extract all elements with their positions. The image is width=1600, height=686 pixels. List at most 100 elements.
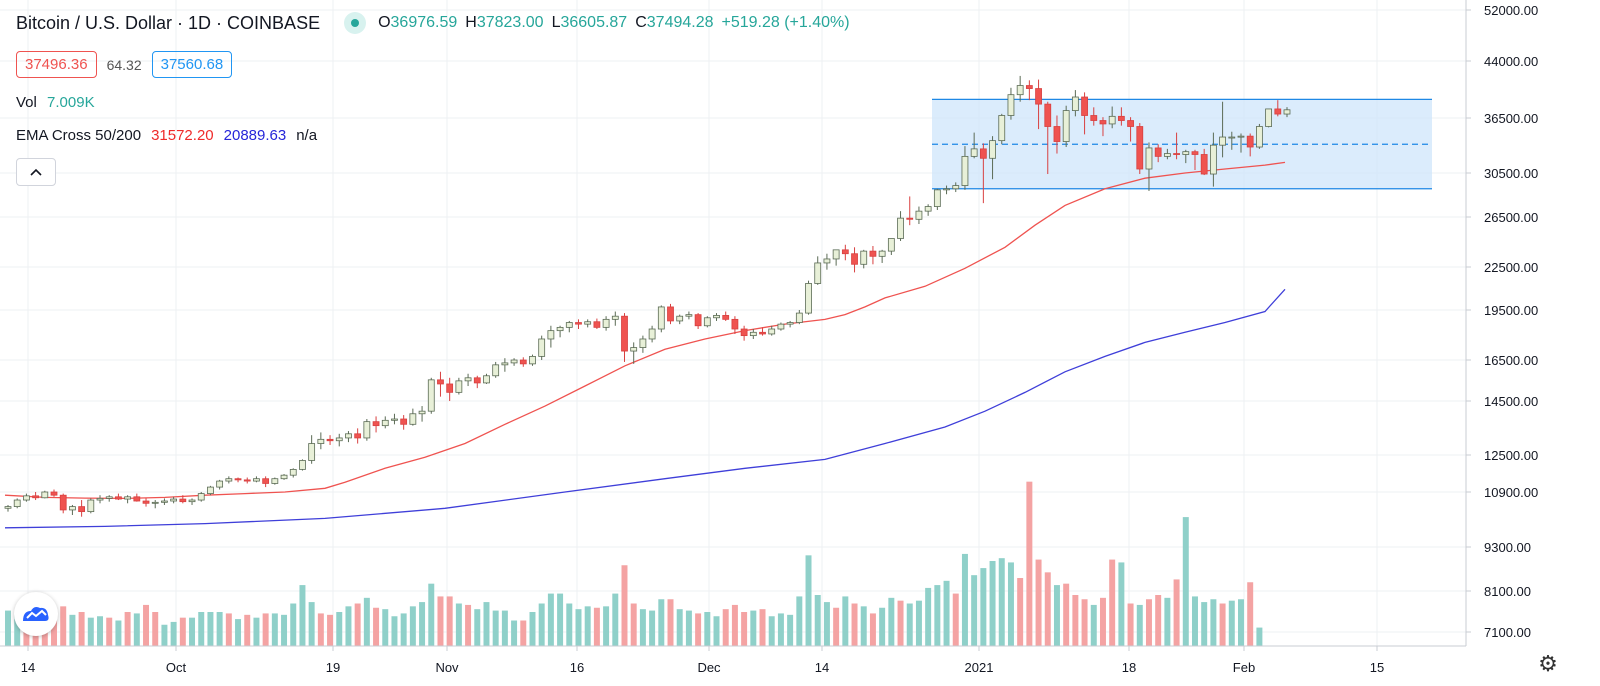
candle — [446, 377, 454, 401]
candle — [676, 314, 684, 325]
candle-body — [133, 496, 141, 502]
ema-lines — [4, 161, 1286, 529]
candle — [372, 416, 380, 433]
volume-bar — [455, 603, 462, 646]
candle-body — [243, 479, 251, 482]
candle — [713, 313, 720, 321]
candle — [161, 498, 168, 505]
candle — [151, 500, 159, 509]
volume-bar — [1173, 579, 1180, 646]
candle-body — [1209, 144, 1217, 175]
candle-body — [1127, 120, 1134, 127]
candle — [464, 373, 472, 387]
sell-price-button[interactable]: 37496.36 — [16, 51, 97, 78]
candle-body — [87, 499, 95, 513]
candle-body — [280, 474, 288, 480]
candle — [1163, 148, 1171, 160]
candle — [823, 253, 831, 270]
candle — [483, 373, 490, 384]
volume-bar — [1228, 600, 1235, 646]
spread-value: 64.32 — [106, 56, 142, 73]
buy-price-button[interactable]: 37560.68 — [151, 51, 233, 78]
candle-body — [685, 314, 693, 317]
candle — [1219, 101, 1226, 158]
volume-bar — [741, 612, 748, 646]
time-tick-label: Oct — [166, 660, 187, 675]
candle — [1035, 79, 1042, 130]
volume-bar — [1201, 602, 1208, 646]
volume-bar — [235, 619, 242, 646]
candle-body — [115, 496, 122, 500]
volume-value: 7.009K — [47, 94, 95, 111]
candle-body — [492, 364, 500, 377]
volume-bar — [1182, 517, 1189, 646]
candle — [998, 113, 1006, 145]
candle-body — [142, 500, 150, 504]
tradingview-logo-icon[interactable] — [14, 592, 58, 636]
volume-bar — [676, 609, 683, 646]
candle-body — [805, 283, 812, 314]
candle-body — [832, 249, 840, 260]
candle — [381, 416, 389, 429]
volume-bar — [428, 583, 435, 646]
volume-bar — [1256, 627, 1263, 646]
ema-legend[interactable]: EMA Cross 50/200 31572.20 20889.63 n/a — [16, 127, 317, 144]
candle-body — [262, 478, 270, 484]
time-tick-label: Dec — [697, 660, 721, 675]
volume-bar — [897, 600, 904, 646]
symbol-title[interactable]: Bitcoin / U.S. Dollar · 1D · COINBASE — [16, 12, 321, 33]
candle — [1007, 87, 1015, 120]
candle-body — [565, 322, 573, 328]
volume-bar — [639, 609, 646, 646]
candle — [78, 500, 86, 517]
candle — [1053, 115, 1061, 154]
candle-body — [483, 375, 490, 384]
candle-body — [253, 478, 260, 482]
volume-bar — [860, 606, 867, 646]
collapse-legend-button[interactable] — [16, 158, 56, 186]
candle — [188, 498, 196, 505]
price-axis-bg — [1466, 0, 1600, 686]
candle — [1099, 117, 1107, 137]
volume-legend[interactable]: Vol 7.009K — [16, 94, 95, 111]
candle — [878, 249, 886, 263]
candle — [1237, 133, 1245, 153]
candle-body — [1265, 108, 1272, 127]
volume-bar — [225, 613, 232, 646]
candle-body — [933, 189, 941, 207]
candle-body — [584, 321, 592, 325]
gear-icon[interactable]: ⚙ — [1538, 651, 1558, 676]
candle — [59, 493, 67, 514]
candle — [280, 474, 288, 480]
candle-body — [621, 315, 628, 352]
volume-bar — [750, 610, 757, 646]
volume-bar — [989, 561, 996, 646]
volume-bar — [971, 575, 978, 646]
candle-body — [575, 322, 582, 325]
volume-bar — [925, 587, 932, 646]
price-tick-label: 22500.00 — [1484, 260, 1538, 275]
candle-body — [335, 437, 343, 442]
candle — [611, 311, 619, 326]
candle — [1209, 132, 1217, 187]
candle — [897, 211, 904, 241]
candle — [1173, 132, 1180, 160]
candle-body — [768, 328, 776, 335]
candle-body — [851, 253, 858, 265]
volume-bar — [308, 602, 315, 646]
volume-bar — [731, 604, 738, 646]
candle — [786, 320, 794, 328]
price-tick-label: 16500.00 — [1484, 353, 1538, 368]
ohlc-high: 37823.00 — [476, 14, 544, 31]
candle-body — [694, 314, 702, 327]
candle — [519, 357, 527, 367]
volume-bar — [336, 612, 343, 646]
candle-body — [1191, 151, 1199, 155]
volume-bar — [621, 565, 628, 646]
candle-body — [703, 317, 711, 327]
candle-body — [78, 506, 86, 513]
volume-bar — [575, 609, 582, 646]
candle — [529, 354, 536, 366]
volume-bar — [1210, 599, 1217, 646]
